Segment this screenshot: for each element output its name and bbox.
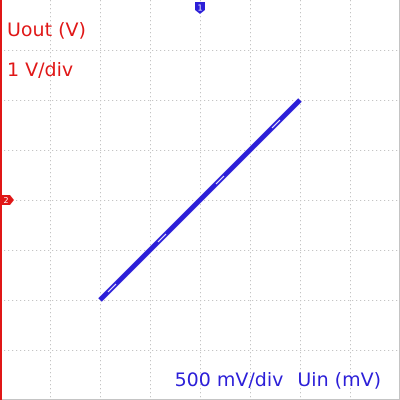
xy-trace-gap: [107, 283, 117, 293]
xy-trace-line: [98, 98, 302, 302]
channel-1-marker: [195, 2, 205, 14]
channel-1-marker-label: 1: [197, 4, 202, 13]
x-axis-label-row: 500 mV/div Uin (mV): [175, 369, 381, 391]
x-axis-title: Uin (mV): [297, 369, 381, 391]
xy-trace-gap: [215, 175, 225, 185]
y-scale-label: 1 V/div: [7, 59, 74, 81]
y-axis-title: Uout (V): [7, 19, 86, 41]
channel-2-marker-label: 2: [3, 196, 8, 205]
xy-trace-gap: [271, 119, 281, 129]
channel-2-marker: [0, 195, 14, 205]
x-scale-label: 500 mV/div: [174, 369, 284, 391]
xy-trace-gap: [157, 233, 167, 243]
